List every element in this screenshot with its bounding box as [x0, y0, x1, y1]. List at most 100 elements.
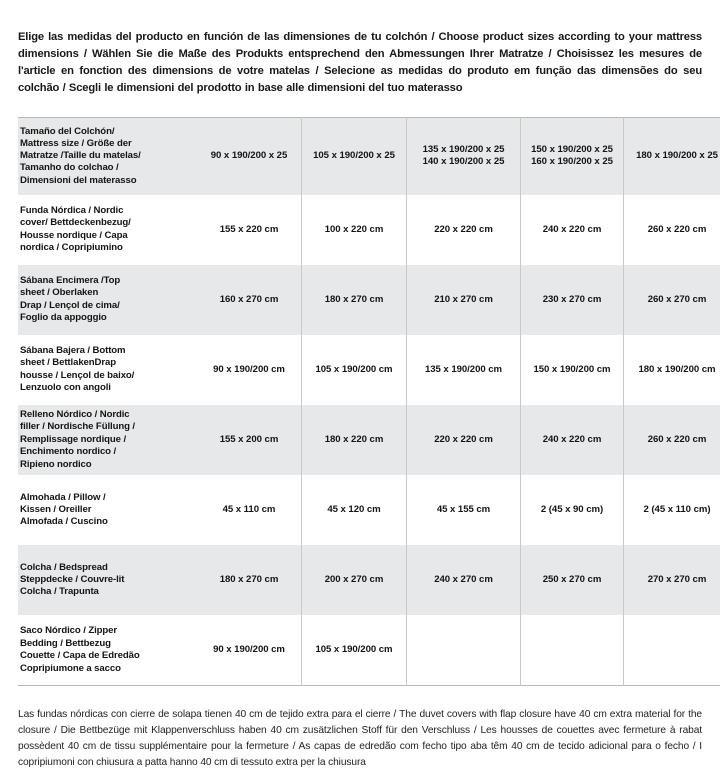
row-value-cell: 230 x 270 cm: [521, 265, 624, 335]
row-label-line: Steppdecke / Couvre-lit: [20, 574, 195, 586]
row-label-line: Saco Nórdico / Zipper: [20, 625, 195, 637]
row-label-line: housse / Lençol de baixo/: [20, 370, 195, 382]
table-header-row: Tamaño del Colchón/ Mattress size / Größ…: [18, 117, 720, 195]
row-value-cell: [521, 615, 624, 686]
row-value-cell: 90 x 190/200 cm: [197, 335, 302, 405]
intro-instructions: Elige las medidas del producto en funció…: [18, 11, 702, 105]
row-label-line: Ripieno nordico: [20, 459, 195, 471]
row-value-cell: [624, 615, 720, 686]
row-value-cell: [407, 615, 521, 686]
row-label-line: Remplissage nordique /: [20, 434, 195, 446]
row-label-line: cover/ Bettdeckenbezug/: [20, 217, 195, 229]
row-value-cell: 210 x 270 cm: [407, 265, 521, 335]
row-value-cell: 2 (45 x 110 cm): [624, 475, 720, 545]
mattress-size-table: Tamaño del Colchón/ Mattress size / Größ…: [18, 117, 720, 687]
header-label-line: Mattress size / Größe der: [20, 138, 195, 150]
row-value-cell: 180 x 220 cm: [302, 405, 407, 475]
header-size-line: 90 x 190/200 x 25: [199, 150, 299, 162]
row-label-line: nordica / Copripiumino: [20, 242, 195, 254]
table-row: Sábana Encimera /Top sheet / Oberlaken D…: [18, 265, 720, 335]
table-row: Relleno Nórdico / Nordic filler / Nordis…: [18, 405, 720, 475]
row-value-cell: 45 x 120 cm: [302, 475, 407, 545]
header-size-col-5: 180 x 190/200 x 25: [624, 117, 720, 195]
header-size-line: 135 x 190/200 x 25: [409, 144, 518, 156]
row-label-cell: Almohada / Pillow / Kissen / Oreiller Al…: [18, 475, 197, 545]
row-label-line: Almohada / Pillow /: [20, 492, 195, 504]
row-label-line: Lenzuolo con angoli: [20, 382, 195, 394]
row-label-cell: Funda Nórdica / Nordic cover/ Bettdecken…: [18, 195, 197, 265]
row-value-cell: 180 x 190/200 cm: [624, 335, 720, 405]
row-value-cell: 155 x 220 cm: [197, 195, 302, 265]
row-value-cell: 200 x 270 cm: [302, 545, 407, 615]
row-label-cell: Colcha / Bedspread Steppdecke / Couvre-l…: [18, 545, 197, 615]
row-value-cell: 240 x 270 cm: [407, 545, 521, 615]
header-label-line: Dimensioni del materasso: [20, 175, 195, 187]
table-row: Almohada / Pillow / Kissen / Oreiller Al…: [18, 475, 720, 545]
row-label-line: Couette / Capa de Edredão: [20, 650, 195, 662]
header-label-line: Tamaño del Colchón/: [20, 126, 195, 138]
row-label-cell: Sábana Bajera / Bottom sheet / Bettlaken…: [18, 335, 197, 405]
product-size-guide-page: Elige las medidas del producto en funció…: [0, 11, 720, 731]
row-value-cell: 150 x 190/200 cm: [521, 335, 624, 405]
header-size-col-2: 105 x 190/200 x 25: [302, 117, 407, 195]
row-value-cell: 270 x 270 cm: [624, 545, 720, 615]
row-label-line: Enchimento nordico /: [20, 446, 195, 458]
table-row: Saco Nórdico / Zipper Bedding / Bettbezu…: [18, 615, 720, 686]
row-label-line: Colcha / Trapunta: [20, 586, 195, 598]
footnote-text: Las fundas nórdicas con cierre de solapa…: [18, 696, 702, 770]
row-value-cell: 105 x 190/200 cm: [302, 335, 407, 405]
row-value-cell: 220 x 220 cm: [407, 405, 521, 475]
row-value-cell: 240 x 220 cm: [521, 195, 624, 265]
row-label-line: sheet / BettlakenDrap: [20, 357, 195, 369]
row-label-line: Sábana Encimera /Top: [20, 275, 195, 287]
row-value-cell: 90 x 190/200 cm: [197, 615, 302, 686]
row-label-line: Foglio da appoggio: [20, 312, 195, 324]
header-size-col-1: 90 x 190/200 x 25: [197, 117, 302, 195]
row-value-cell: 180 x 270 cm: [302, 265, 407, 335]
row-value-cell: 2 (45 x 90 cm): [521, 475, 624, 545]
header-size-line: 160 x 190/200 x 25: [523, 156, 621, 168]
header-size-col-3: 135 x 190/200 x 25 140 x 190/200 x 25: [407, 117, 521, 195]
row-value-cell: 260 x 270 cm: [624, 265, 720, 335]
row-label-cell: Relleno Nórdico / Nordic filler / Nordis…: [18, 405, 197, 475]
row-label-line: Colcha / Bedspread: [20, 562, 195, 574]
row-label-cell: Saco Nórdico / Zipper Bedding / Bettbezu…: [18, 615, 197, 686]
row-label-line: Sábana Bajera / Bottom: [20, 345, 195, 357]
row-value-cell: 105 x 190/200 cm: [302, 615, 407, 686]
row-value-cell: 45 x 110 cm: [197, 475, 302, 545]
row-value-cell: 240 x 220 cm: [521, 405, 624, 475]
table-body: Tamaño del Colchón/ Mattress size / Größ…: [18, 117, 720, 686]
row-value-cell: 250 x 270 cm: [521, 545, 624, 615]
table-row: Funda Nórdica / Nordic cover/ Bettdecken…: [18, 195, 720, 265]
row-label-line: Housse nordique / Capa: [20, 230, 195, 242]
row-value-cell: 100 x 220 cm: [302, 195, 407, 265]
row-label-line: sheet / Oberlaken: [20, 287, 195, 299]
table-row: Colcha / Bedspread Steppdecke / Couvre-l…: [18, 545, 720, 615]
row-label-line: Almofada / Cuscino: [20, 516, 195, 528]
row-value-cell: 260 x 220 cm: [624, 195, 720, 265]
row-value-cell: 220 x 220 cm: [407, 195, 521, 265]
row-label-line: Bedding / Bettbezug: [20, 638, 195, 650]
row-label-line: Relleno Nórdico / Nordic: [20, 409, 195, 421]
row-label-line: Copripiumone a sacco: [20, 663, 195, 675]
row-value-cell: 260 x 220 cm: [624, 405, 720, 475]
header-size-line: 150 x 190/200 x 25: [523, 144, 621, 156]
header-size-line: 140 x 190/200 x 25: [409, 156, 518, 168]
table-row: Sábana Bajera / Bottom sheet / Bettlaken…: [18, 335, 720, 405]
row-value-cell: 135 x 190/200 cm: [407, 335, 521, 405]
row-label-line: filler / Nordische Füllung /: [20, 421, 195, 433]
header-size-col-4: 150 x 190/200 x 25 160 x 190/200 x 25: [521, 117, 624, 195]
row-label-line: Drap / Lençol de cima/: [20, 300, 195, 312]
row-label-line: Kissen / Oreiller: [20, 504, 195, 516]
row-value-cell: 155 x 200 cm: [197, 405, 302, 475]
row-label-cell: Sábana Encimera /Top sheet / Oberlaken D…: [18, 265, 197, 335]
header-size-line: 180 x 190/200 x 25: [626, 150, 720, 162]
row-value-cell: 180 x 270 cm: [197, 545, 302, 615]
row-value-cell: 160 x 270 cm: [197, 265, 302, 335]
header-label-cell: Tamaño del Colchón/ Mattress size / Größ…: [18, 117, 197, 195]
header-label-line: Matratze /Taille du matelas/: [20, 150, 195, 162]
header-label-line: Tamanho do colchao /: [20, 162, 195, 174]
row-value-cell: 45 x 155 cm: [407, 475, 521, 545]
header-size-line: 105 x 190/200 x 25: [304, 150, 404, 162]
row-label-line: Funda Nórdica / Nordic: [20, 205, 195, 217]
